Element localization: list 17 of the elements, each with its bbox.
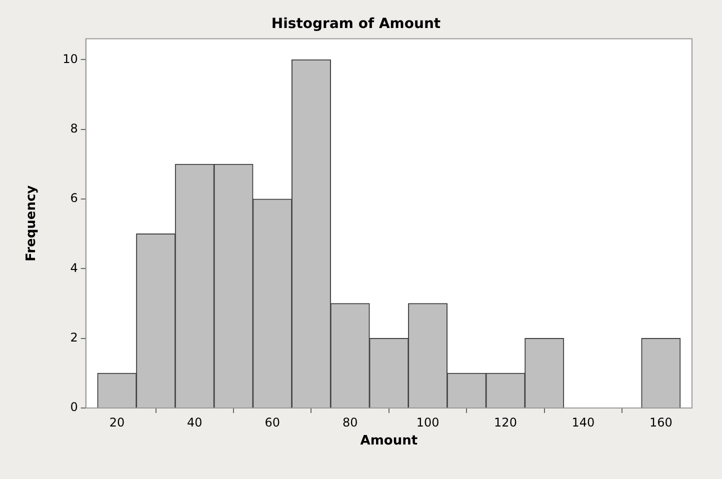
- x-tick-label: 140: [572, 415, 595, 430]
- y-tick-label: 4: [70, 260, 78, 275]
- y-tick-label: 10: [62, 52, 78, 66]
- x-tick-label: 40: [187, 415, 202, 430]
- x-tick-label: 120: [494, 415, 517, 430]
- y-tick-label: 6: [70, 191, 78, 206]
- x-tick-label: 60: [264, 415, 280, 430]
- x-tick-label: 80: [342, 415, 358, 430]
- x-tick-label: 20: [109, 415, 125, 430]
- x-tick-label: 100: [416, 415, 440, 430]
- x-axis-title: Amount: [360, 434, 418, 449]
- y-axis-title: Frequency: [24, 184, 40, 262]
- x-tick-label: 160: [649, 415, 672, 430]
- y-tick-label: 0: [70, 400, 78, 414]
- y-tick-label: 8: [70, 121, 78, 136]
- chart-title: Histogram of Amount: [271, 16, 441, 32]
- y-tick-label: 2: [70, 330, 78, 344]
